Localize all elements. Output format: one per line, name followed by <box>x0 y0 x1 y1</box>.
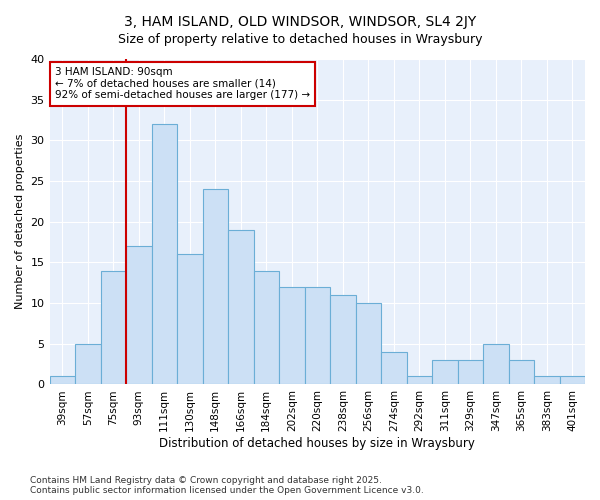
Bar <box>458 360 483 384</box>
Text: Contains HM Land Registry data © Crown copyright and database right 2025.
Contai: Contains HM Land Registry data © Crown c… <box>30 476 424 495</box>
Bar <box>177 254 203 384</box>
Bar <box>75 344 101 385</box>
Bar <box>509 360 534 384</box>
Bar <box>152 124 177 384</box>
Text: 3, HAM ISLAND, OLD WINDSOR, WINDSOR, SL4 2JY: 3, HAM ISLAND, OLD WINDSOR, WINDSOR, SL4… <box>124 15 476 29</box>
Bar <box>101 270 126 384</box>
Bar <box>560 376 585 384</box>
Bar <box>432 360 458 384</box>
Bar <box>330 295 356 384</box>
Bar <box>254 270 279 384</box>
Text: Size of property relative to detached houses in Wraysbury: Size of property relative to detached ho… <box>118 32 482 46</box>
Bar <box>305 287 330 384</box>
Y-axis label: Number of detached properties: Number of detached properties <box>15 134 25 310</box>
Bar <box>228 230 254 384</box>
Bar <box>483 344 509 385</box>
Bar <box>381 352 407 384</box>
Bar <box>534 376 560 384</box>
Text: 3 HAM ISLAND: 90sqm
← 7% of detached houses are smaller (14)
92% of semi-detache: 3 HAM ISLAND: 90sqm ← 7% of detached hou… <box>55 67 310 100</box>
Bar <box>279 287 305 384</box>
Bar <box>50 376 75 384</box>
Bar <box>203 189 228 384</box>
Bar <box>356 303 381 384</box>
Bar <box>407 376 432 384</box>
Bar <box>126 246 152 384</box>
X-axis label: Distribution of detached houses by size in Wraysbury: Distribution of detached houses by size … <box>160 437 475 450</box>
